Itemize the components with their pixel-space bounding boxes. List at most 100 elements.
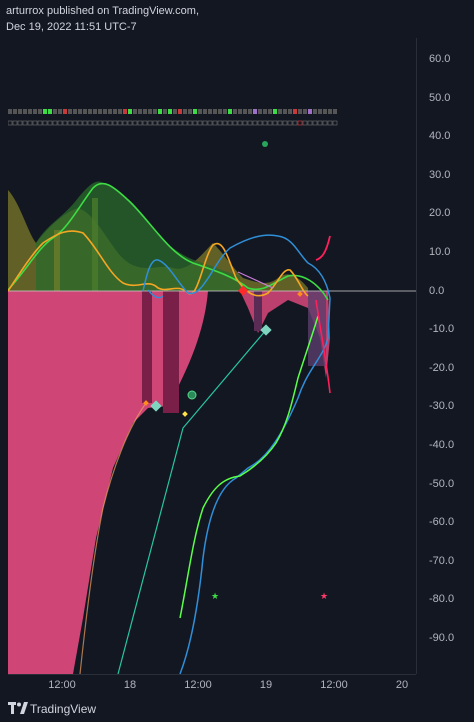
signal-square: [43, 109, 47, 114]
signal-square-outline: [317, 120, 323, 126]
signal-square: [268, 109, 272, 114]
tradingview-brand: TradingView: [30, 702, 97, 716]
signal-square: [143, 109, 147, 114]
maroon-bar-2: [163, 291, 179, 413]
signal-square-outline: [37, 120, 43, 126]
signal-square: [273, 109, 277, 114]
signal-square-outline: [102, 120, 108, 126]
signal-square: [288, 109, 292, 114]
price-scale-label: 50.0: [429, 91, 451, 104]
signal-square-outline: [137, 120, 143, 126]
signal-square-outline: [132, 120, 138, 126]
signal-square-outline: [57, 120, 63, 126]
time-scale-label: 20: [395, 679, 409, 691]
signal-square-outline: [272, 120, 278, 126]
price-scale-label: -50.0: [429, 477, 455, 490]
signal-square: [53, 109, 57, 114]
signal-square: [123, 109, 127, 114]
signal-square-outline: [97, 120, 103, 126]
purple-short-line: [237, 271, 274, 289]
signal-square-outline: [82, 120, 88, 126]
signal-square: [118, 109, 122, 114]
signal-square-outline: [157, 120, 163, 126]
signal-square-outline: [282, 120, 288, 126]
signal-square-outline: [252, 120, 258, 126]
signal-square-outline: [192, 120, 198, 126]
signal-square-outline: [127, 120, 133, 126]
time-scale[interactable]: 12:00 18 12:00 19 12:00 20: [8, 674, 416, 697]
signal-square-outline: [77, 120, 83, 126]
red-descending-line: [315, 299, 331, 394]
signal-square-outline: [152, 120, 158, 126]
signal-square: [253, 109, 257, 114]
cyan-diagonal-line: [117, 329, 267, 674]
signal-square-outline: [167, 120, 173, 126]
signal-square-outline: [212, 120, 218, 126]
price-scale-label: -10.0: [429, 323, 455, 336]
signal-square: [318, 109, 322, 114]
signal-square: [238, 109, 242, 114]
signal-square-outline: [262, 120, 268, 126]
circle-marker-top: [262, 141, 268, 147]
signal-square-outline: [277, 120, 283, 126]
price-scale-label: -70.0: [429, 554, 455, 567]
signal-square: [168, 109, 172, 114]
green-upper-area: [36, 181, 240, 291]
signal-square-outline: [302, 120, 308, 126]
signal-square: [113, 109, 117, 114]
diamond-marker-teal-2: [260, 324, 272, 336]
signal-square: [213, 109, 217, 114]
price-scale-label: -60.0: [429, 516, 455, 529]
blue-oscillator-line: [142, 234, 331, 674]
maroon-bar-4: [308, 291, 326, 366]
pink-lower-area: [8, 291, 208, 674]
signal-square-outline: [322, 120, 328, 126]
chart-pane[interactable]: ★ ★: [8, 38, 416, 674]
signal-square-outline: [222, 120, 228, 126]
maroon-bar-1: [142, 291, 152, 403]
signal-square: [188, 109, 192, 114]
price-scale[interactable]: 60.0 50.0 40.0 30.0 20.0 10.0 0.0 -10.0 -20.0 -30…: [416, 38, 474, 674]
indicator-chart-svg[interactable]: ★ ★: [8, 38, 416, 674]
signal-square: [283, 109, 287, 114]
signal-square: [208, 109, 212, 114]
signal-strip: [8, 109, 338, 126]
circle-marker-green: [187, 390, 197, 400]
time-scale-label: 12:00: [320, 679, 348, 691]
signal-square-outline: [72, 120, 78, 126]
signal-square-outline: [312, 120, 318, 126]
signal-square-outline: [147, 120, 153, 126]
signal-square: [198, 109, 202, 114]
signal-square: [48, 109, 52, 114]
signal-square-outline: [67, 120, 73, 126]
diamond-marker-red: [238, 285, 248, 296]
signal-square: [173, 109, 177, 114]
signal-square: [163, 109, 167, 114]
diamond-marker-yellow: [182, 411, 188, 417]
signal-square: [28, 109, 32, 114]
signal-square: [158, 109, 162, 114]
signal-square: [298, 109, 302, 114]
signal-square: [33, 109, 37, 114]
signal-square: [133, 109, 137, 114]
signal-square-outline: [217, 120, 223, 126]
signal-square: [108, 109, 112, 114]
signal-square: [303, 109, 307, 114]
signal-square-outline: [242, 120, 248, 126]
signal-square: [68, 109, 72, 114]
signal-square: [243, 109, 247, 114]
pink-right-area: [240, 291, 330, 378]
signal-square: [153, 109, 157, 114]
signal-square: [183, 109, 187, 114]
signal-square-outline: [117, 120, 123, 126]
signal-square-outline: [42, 120, 48, 126]
signal-square-outline: [52, 120, 58, 126]
price-scale-label: 30.0: [429, 168, 451, 181]
signal-square: [138, 109, 142, 114]
signal-square-outline: [172, 120, 178, 126]
diamond-marker-orange-1: [143, 400, 149, 406]
price-scale-label: -90.0: [429, 632, 455, 644]
signal-square-outline: [142, 120, 148, 126]
signal-square-outline: [297, 120, 303, 126]
signal-square-outline: [87, 120, 93, 126]
